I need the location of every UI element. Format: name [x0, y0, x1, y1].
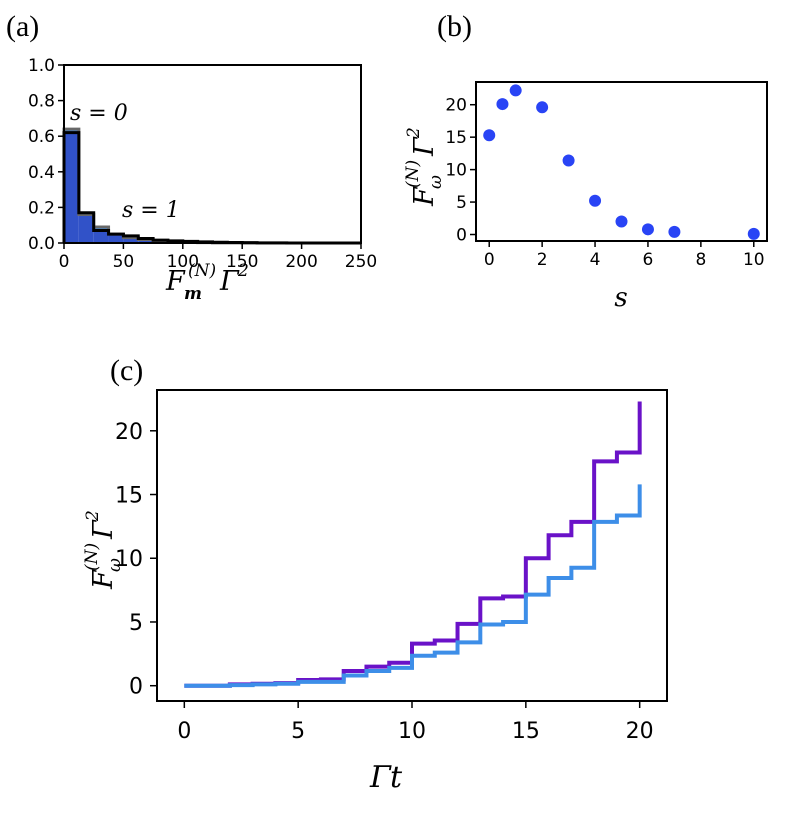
x-tick-label: 10: [743, 250, 765, 270]
step-y-axis-label: Fω(N) Γ2: [82, 510, 125, 590]
xlabel-sup-2: 2: [237, 261, 249, 281]
y-tick-label: 0.2: [28, 198, 55, 218]
c-ylabel-rotated: Fω(N) Γ2: [82, 510, 125, 590]
scatter-frame: [475, 81, 768, 242]
bar-overlap: [78, 214, 94, 243]
y-tick-label: 0.6: [28, 127, 55, 147]
ylabel-sub-omega: ω: [105, 558, 125, 572]
ylabel-sub-omega: ω: [426, 175, 446, 189]
bar-s0: [93, 226, 109, 231]
bar-s0: [64, 129, 79, 133]
step-lines: [184, 401, 642, 688]
b-ylabel-rotated: Fω(N) Γ2: [403, 127, 446, 207]
ylabel-sup-N: (N): [82, 543, 102, 571]
bar-overlap: [138, 239, 154, 243]
ylabel-sup-2: 2: [83, 510, 103, 522]
scatter-x-axis-label: s: [614, 283, 627, 313]
x-tick-label: 8: [695, 250, 706, 270]
scatter-point: [496, 98, 509, 111]
annotation-s1: s = 1: [122, 198, 180, 223]
ylabel-gamma: Γ: [409, 136, 440, 157]
x-tick-label: 6: [643, 250, 654, 270]
bar-overlap: [93, 230, 109, 243]
annotation-s0: s = 0: [70, 101, 128, 126]
y-tick-label: 0.4: [28, 163, 55, 183]
y-tick-label: 10: [115, 547, 143, 572]
x-tick-label: 15: [512, 719, 540, 744]
y-tick-label: 10: [445, 161, 467, 181]
scatter-point: [509, 84, 522, 97]
histogram-frame: [63, 64, 362, 244]
scatter-point: [483, 129, 496, 142]
scatter-point: [589, 194, 602, 207]
bar-overlap: [108, 234, 124, 243]
x-tick-label: 4: [590, 250, 601, 270]
scatter-axes: 0 2 4 6 8 10 0 5 10 15 20: [445, 96, 764, 270]
ylabel-sup-N: (N): [403, 160, 423, 188]
bar-overlap: [64, 132, 79, 243]
y-tick-label: 15: [115, 484, 143, 509]
histogram-axes: 0 50 100 150 200 250 0.0 0.2 0.4 0.6 0.8 1.0: [28, 56, 377, 272]
x-tick-label: 250: [345, 252, 377, 272]
histogram-bars: [62, 127, 361, 245]
histogram-outline-s0: [62, 127, 361, 245]
x-tick-label: 200: [285, 252, 317, 272]
y-tick-label: 0: [456, 226, 467, 246]
y-tick-label: 0.0: [28, 234, 55, 254]
x-tick-label: 150: [226, 252, 258, 272]
step-line-light-blue: [184, 484, 642, 688]
ylabel-F: F: [409, 186, 440, 207]
step-axes: 0 5 10 15 20 0 5 10 15 20: [115, 420, 654, 744]
scatter-point: [641, 223, 654, 236]
scatter-points: [483, 84, 760, 240]
x-tick-label: 50: [113, 252, 135, 272]
y-tick-label: 20: [115, 420, 143, 445]
ylabel-F: F: [88, 569, 119, 590]
xlabel-t: t: [390, 760, 403, 795]
xlabel-sub-m: m: [184, 284, 202, 304]
x-tick-label: 0: [59, 252, 70, 272]
scatter-point: [615, 215, 628, 228]
x-tick-label: 5: [291, 719, 305, 744]
scatter-point: [668, 225, 681, 238]
x-tick-label: 0: [177, 719, 191, 744]
xlabel-F: F: [165, 266, 186, 297]
x-tick-label: 20: [626, 719, 654, 744]
xlabel-gamma: Γ: [219, 266, 240, 297]
x-tick-label: 2: [537, 250, 548, 270]
x-tick-label: 10: [398, 719, 426, 744]
panel-label-b: (b): [437, 10, 472, 43]
y-tick-label: 1.0: [28, 56, 55, 76]
ylabel-gamma: Γ: [88, 519, 119, 540]
scatter-point: [562, 154, 575, 167]
scatter-y-axis-label: Fω(N) Γ2: [403, 127, 446, 207]
xlabel-sup-N: (N): [188, 261, 216, 281]
panel-label-a: (a): [6, 10, 39, 43]
scatter-point: [536, 101, 549, 114]
ylabel-sup-2: 2: [404, 127, 424, 139]
y-tick-label: 15: [445, 128, 467, 148]
y-tick-label: 0: [129, 675, 143, 700]
x-tick-label: 100: [167, 252, 199, 272]
y-tick-label: 5: [129, 611, 143, 636]
y-tick-label: 0.8: [28, 92, 55, 112]
y-tick-label: 20: [445, 96, 467, 116]
y-tick-label: 5: [456, 193, 467, 213]
bar-overlap: [123, 237, 139, 243]
step-line-purple: [184, 401, 642, 688]
xlabel-gamma: Γ: [369, 760, 392, 795]
panel-label-c: (c): [110, 354, 143, 387]
x-tick-label: 0: [484, 250, 495, 270]
scatter-point: [747, 227, 760, 240]
